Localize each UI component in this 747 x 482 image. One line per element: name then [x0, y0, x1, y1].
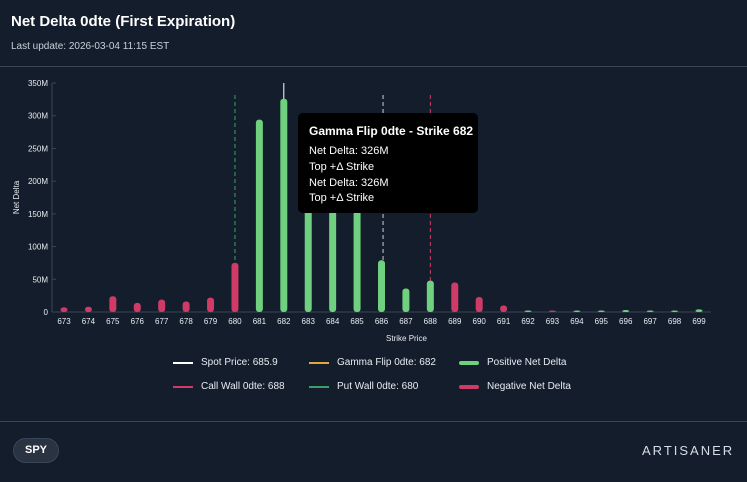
- bar-685[interactable]: [353, 194, 361, 312]
- x-tick-label: 689: [448, 317, 462, 326]
- x-tick-label: 679: [204, 317, 218, 326]
- bar-698[interactable]: [671, 310, 679, 313]
- tooltip-line-4: Top +Δ Strike: [309, 192, 375, 204]
- x-tick-label: 673: [57, 317, 71, 326]
- bar-677[interactable]: [158, 299, 166, 312]
- tooltip-title: Gamma Flip 0dte - Strike 682: [309, 124, 474, 138]
- x-tick-label: 680: [228, 317, 242, 326]
- bar-699[interactable]: [695, 309, 703, 312]
- legend-spot-label: Spot Price:: [201, 357, 250, 368]
- x-tick-label: 683: [302, 317, 316, 326]
- y-tick-label: 200M: [28, 177, 48, 186]
- bar-678[interactable]: [182, 301, 190, 312]
- bar-676[interactable]: [133, 302, 141, 312]
- legend-gamma-swatch: [309, 362, 329, 364]
- x-tick-label: 674: [82, 317, 96, 326]
- y-tick-label: 0: [44, 308, 49, 317]
- x-tick-label: 682: [277, 317, 291, 326]
- x-tick-label: 688: [424, 317, 438, 326]
- y-tick-label: 50M: [32, 275, 48, 284]
- bar-682[interactable]: [280, 98, 288, 313]
- bar-675[interactable]: [109, 296, 117, 312]
- tooltip-line-1: Net Delta: 326M: [309, 145, 389, 157]
- legend-negative-swatch: [459, 385, 479, 389]
- x-axis-label: Strike Price: [386, 334, 427, 343]
- chart-tooltip: Gamma Flip 0dte - Strike 682 Net Delta: …: [298, 113, 478, 213]
- x-tick-label: 699: [692, 317, 706, 326]
- bar-696[interactable]: [622, 310, 630, 312]
- bar-697[interactable]: [646, 310, 654, 313]
- x-tick-label: 698: [668, 317, 682, 326]
- y-tick-label: 100M: [28, 243, 48, 252]
- x-tick-label: 697: [643, 317, 657, 326]
- x-tick-label: 695: [595, 317, 609, 326]
- bar-679[interactable]: [207, 297, 215, 312]
- bar-689[interactable]: [451, 282, 459, 312]
- bar-693[interactable]: [548, 310, 556, 313]
- x-tick-label: 690: [473, 317, 487, 326]
- last-update-text: Last update: 2026-03-04 11:15 EST: [11, 41, 170, 52]
- bar-695[interactable]: [597, 310, 605, 313]
- x-tick-label: 675: [106, 317, 120, 326]
- x-tick-label: 684: [326, 317, 340, 326]
- x-tick-label: 694: [570, 317, 584, 326]
- footer-divider: [0, 421, 747, 422]
- header-divider: [0, 66, 747, 67]
- bar-687[interactable]: [402, 288, 410, 312]
- bar-686[interactable]: [378, 260, 385, 312]
- x-tick-label: 677: [155, 317, 169, 326]
- y-tick-label: 350M: [28, 79, 48, 88]
- x-tick-label: 687: [399, 317, 413, 326]
- x-tick-label: 676: [131, 317, 145, 326]
- bar-692[interactable]: [524, 310, 532, 313]
- legend-call-label: Call Wall 0dte:: [201, 381, 266, 392]
- tooltip-line-3: Net Delta: 326M: [309, 177, 389, 189]
- legend-put-label: Put Wall 0dte:: [337, 381, 399, 392]
- legend-call-swatch: [173, 386, 193, 388]
- bar-691[interactable]: [500, 305, 508, 312]
- legend-positive-swatch: [459, 361, 479, 365]
- x-tick-label: 678: [179, 317, 193, 326]
- x-tick-label: 681: [253, 317, 267, 326]
- y-axis-label: Net Delta: [12, 180, 21, 214]
- legend-put-value: 680: [401, 381, 419, 392]
- legend-positive-label: Positive Net Delta: [487, 357, 567, 368]
- y-tick-label: 300M: [28, 112, 48, 121]
- x-tick-label: 693: [546, 317, 560, 326]
- legend-gamma-label: Gamma Flip 0dte:: [337, 357, 417, 368]
- legend-negative-label: Negative Net Delta: [487, 381, 571, 392]
- bar-674[interactable]: [84, 306, 92, 312]
- bar-673[interactable]: [60, 307, 68, 312]
- x-tick-label: 696: [619, 317, 633, 326]
- tooltip-line-2: Top +Δ Strike: [309, 161, 375, 173]
- legend-spot-swatch: [173, 362, 193, 364]
- bar-681[interactable]: [255, 119, 263, 312]
- legend-call-value: 688: [267, 381, 285, 392]
- legend-put-swatch: [309, 386, 329, 388]
- legend-spot-value: 685.9: [252, 357, 278, 368]
- x-tick-label: 686: [375, 317, 389, 326]
- ticker-button[interactable]: SPY: [13, 438, 59, 463]
- bar-680[interactable]: [231, 262, 239, 312]
- x-tick-label: 692: [521, 317, 535, 326]
- brand-logo: ARTISANER: [642, 443, 735, 458]
- bar-690[interactable]: [475, 296, 483, 312]
- y-tick-label: 150M: [28, 210, 48, 219]
- bar-688[interactable]: [426, 280, 434, 312]
- bar-694[interactable]: [573, 310, 581, 313]
- x-tick-label: 691: [497, 317, 511, 326]
- y-tick-label: 250M: [28, 144, 48, 153]
- legend-gamma-value: 682: [419, 357, 436, 368]
- x-tick-label: 685: [350, 317, 364, 326]
- chart-title: Net Delta 0dte (First Expiration): [11, 13, 236, 30]
